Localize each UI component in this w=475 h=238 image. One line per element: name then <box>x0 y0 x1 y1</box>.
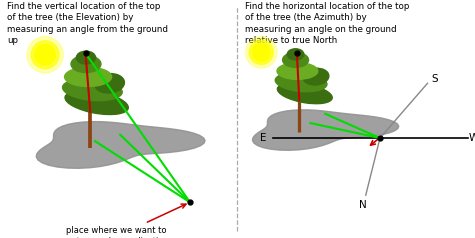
Text: Find the vertical location of the top
of the tree (the Elevation) by
measuring a: Find the vertical location of the top of… <box>7 2 168 45</box>
Circle shape <box>31 41 59 69</box>
Circle shape <box>246 37 277 68</box>
Text: place where we want to
put our solar application: place where we want to put our solar app… <box>66 204 186 238</box>
Ellipse shape <box>275 73 327 92</box>
Circle shape <box>249 40 273 64</box>
Ellipse shape <box>277 63 318 79</box>
Polygon shape <box>252 110 399 150</box>
Ellipse shape <box>71 55 101 73</box>
Ellipse shape <box>95 74 124 93</box>
Text: E: E <box>260 133 267 143</box>
Ellipse shape <box>65 91 128 114</box>
Ellipse shape <box>283 53 309 67</box>
Polygon shape <box>36 122 205 168</box>
Circle shape <box>27 37 63 73</box>
Ellipse shape <box>76 51 95 64</box>
Text: Find the horizontal location of the top
of the tree (the Azimuth) by
measuring a: Find the horizontal location of the top … <box>245 2 409 45</box>
Circle shape <box>252 44 270 61</box>
Ellipse shape <box>303 68 329 85</box>
Text: S: S <box>431 74 438 84</box>
Ellipse shape <box>63 79 122 101</box>
Text: W: W <box>469 133 475 143</box>
Circle shape <box>35 45 56 65</box>
Ellipse shape <box>277 83 332 104</box>
Ellipse shape <box>65 67 112 87</box>
Text: N: N <box>360 200 367 210</box>
Ellipse shape <box>287 49 304 60</box>
